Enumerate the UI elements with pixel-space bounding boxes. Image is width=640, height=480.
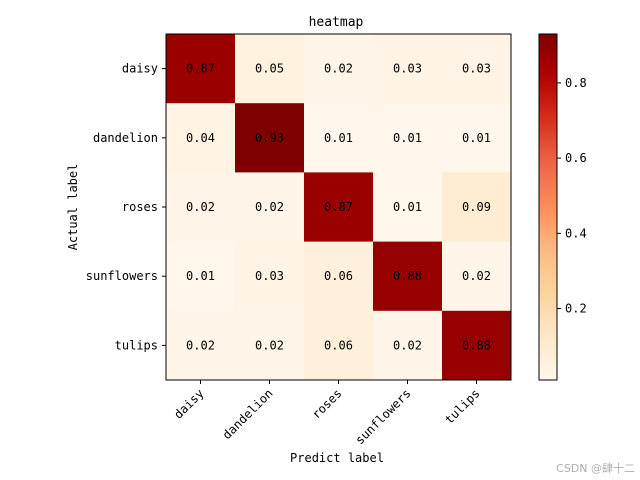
colorbar-tick-label: 0.4 — [565, 226, 587, 240]
heatmap-cell — [373, 241, 443, 312]
watermark: CSDN @肆十二 — [556, 461, 635, 475]
heatmap-cell — [373, 34, 443, 104]
colorbar: 0.2 0.4 0.6 0.8 — [538, 33, 587, 381]
chart-title: heatmap — [309, 15, 364, 30]
cell-value-label: 0.01 — [393, 131, 422, 145]
heatmap-cell — [235, 172, 305, 243]
cell-value-label: 0.06 — [324, 269, 353, 283]
heatmap-cell — [166, 172, 236, 243]
cell-value-label: 0.88 — [462, 338, 491, 352]
heatmap-cell — [166, 103, 236, 173]
heatmap-cell — [442, 310, 512, 381]
cell-value-label: 0.03 — [462, 62, 491, 76]
colorbar-gradient — [538, 33, 558, 381]
colorbar-tick-label: 0.6 — [565, 151, 587, 165]
heatmap-cell — [166, 241, 236, 312]
heatmap-cell — [442, 103, 512, 173]
cell-value-label: 0.02 — [186, 200, 215, 214]
x-tick-label: daisy — [171, 386, 206, 421]
heatmap-cell — [304, 172, 374, 243]
heatmap-cell — [442, 241, 512, 312]
colorbar-tick-label: 0.2 — [565, 302, 587, 316]
y-tick-label: daisy — [122, 62, 158, 76]
heatmap-cell — [304, 34, 374, 104]
cell-value-label: 0.01 — [393, 200, 422, 214]
cell-value-label: 0.09 — [462, 200, 491, 214]
x-tick-label: sunflowers — [353, 386, 414, 447]
heatmap-cell — [235, 103, 305, 173]
heatmap-cell — [373, 172, 443, 243]
cell-value-label: 0.02 — [255, 200, 284, 214]
cell-value-label: 0.06 — [324, 338, 353, 352]
cell-value-label: 0.87 — [324, 200, 353, 214]
heatmap-cell — [166, 310, 236, 381]
heatmap-cells: 0.87 0.05 0.02 0.03 0.03 0.04 0.93 0.01 0.01 0.01… — [166, 34, 512, 381]
y-tick-label: dandelion — [93, 131, 158, 145]
cell-value-label: 0.02 — [462, 269, 491, 283]
heatmap-cell — [304, 103, 374, 173]
cell-value-label: 0.02 — [255, 338, 284, 352]
y-tick-label: roses — [122, 200, 158, 214]
heatmap-cell — [166, 34, 236, 104]
heatmap-cell — [442, 172, 512, 243]
y-tick-label: sunflowers — [86, 269, 158, 283]
y-tick-label: tulips — [115, 338, 158, 352]
cell-value-label: 0.93 — [255, 131, 284, 145]
heatmap-cell — [442, 34, 512, 104]
x-tick-label: tulips — [442, 386, 483, 427]
heatmap-cell — [235, 34, 305, 104]
colorbar-tick-label: 0.8 — [565, 76, 587, 90]
y-axis-ticks: daisy dandelion roses sunflowers tulips — [86, 62, 166, 352]
heatmap-cell — [304, 241, 374, 312]
x-axis-ticks: daisy dandelion roses sunflowers tulips — [171, 380, 483, 447]
cell-value-label: 0.05 — [255, 62, 284, 76]
y-axis-label: Actual label — [66, 164, 80, 251]
heatmap-cell — [304, 310, 374, 381]
x-tick-label: dandelion — [220, 386, 276, 442]
x-axis-label: Predict label — [290, 451, 384, 465]
heatmap-cell — [373, 103, 443, 173]
cell-value-label: 0.02 — [393, 338, 422, 352]
cell-value-label: 0.01 — [186, 269, 215, 283]
cell-value-label: 0.02 — [324, 62, 353, 76]
cell-value-label: 0.01 — [324, 131, 353, 145]
heatmap-cell — [373, 310, 443, 381]
heatmap-cell — [235, 241, 305, 312]
cell-value-label: 0.88 — [393, 269, 422, 283]
cell-value-label: 0.87 — [186, 62, 215, 76]
cell-value-label: 0.03 — [393, 62, 422, 76]
x-tick-label: roses — [309, 386, 344, 421]
cell-value-label: 0.04 — [186, 131, 215, 145]
cell-value-label: 0.03 — [255, 269, 284, 283]
cell-value-label: 0.01 — [462, 131, 491, 145]
heatmap-cell — [235, 310, 305, 381]
cell-value-label: 0.02 — [186, 338, 215, 352]
